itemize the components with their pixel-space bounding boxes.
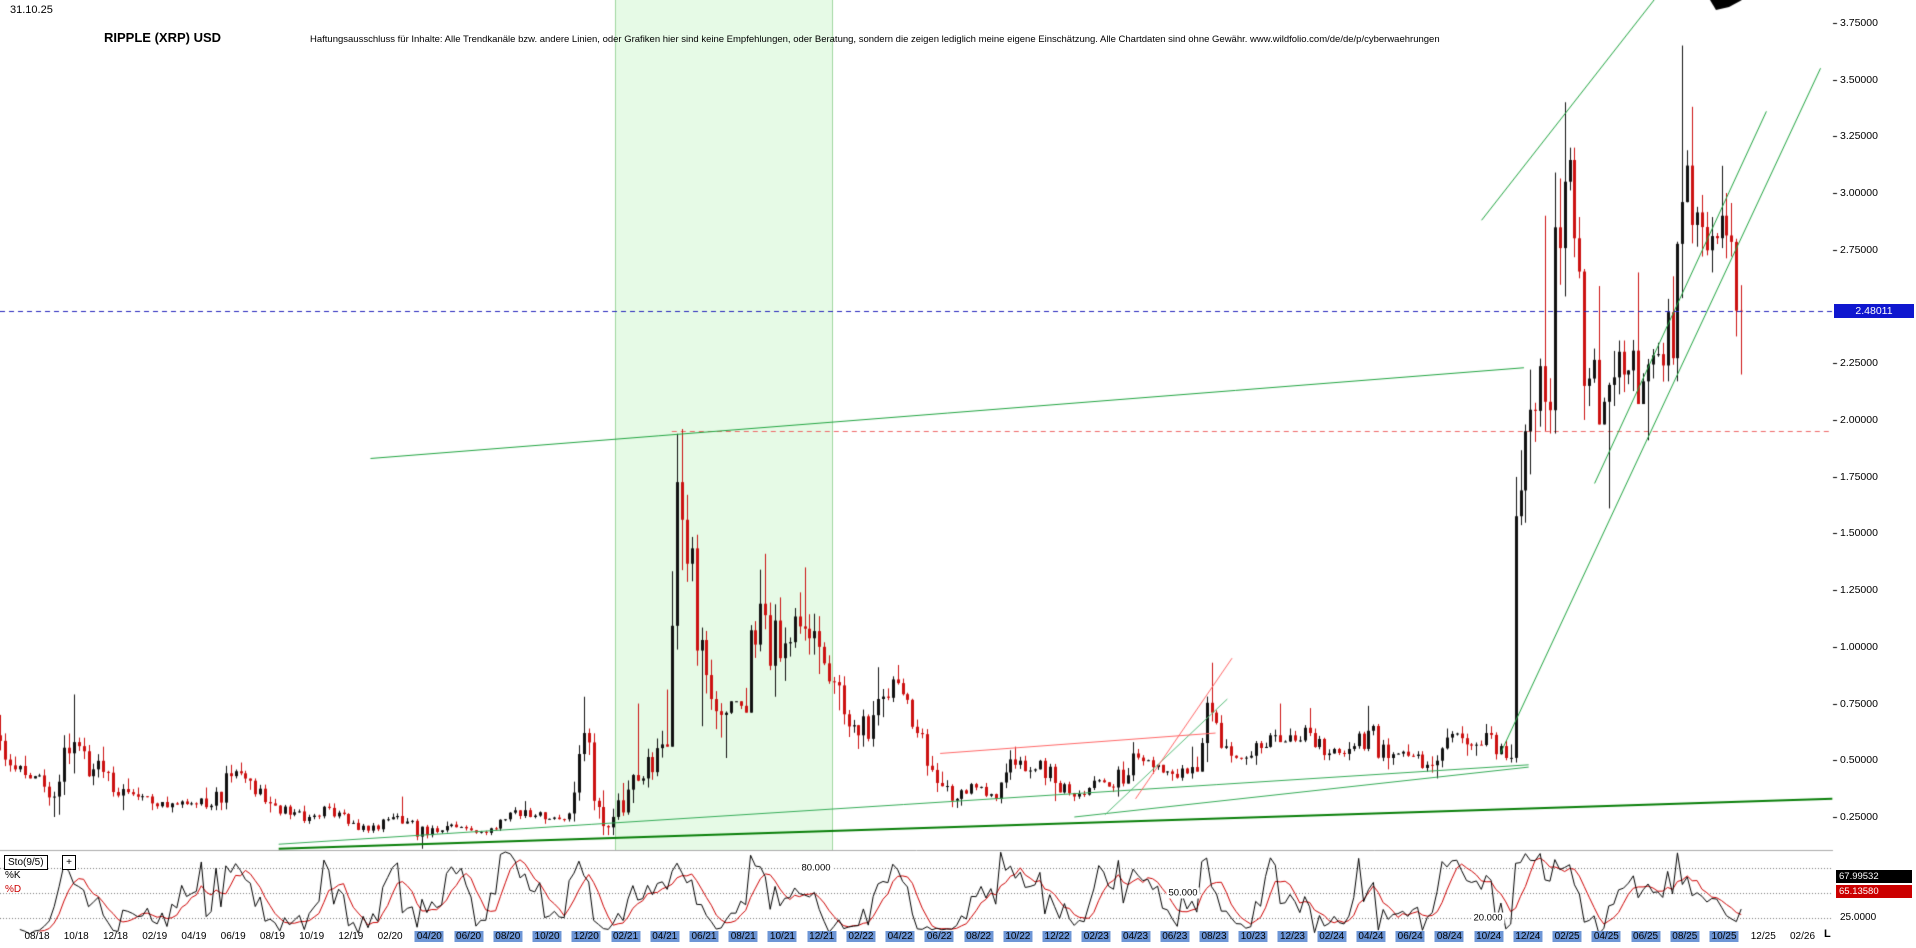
stoch-d-label: %D xyxy=(5,884,22,895)
price-axis-label: 0.25000 xyxy=(1840,811,1878,823)
x-axis-label: 10/25 xyxy=(1709,931,1739,942)
x-axis-label: 10/22 xyxy=(1003,931,1033,942)
x-axis-label: 06/19 xyxy=(220,931,246,942)
x-axis-label: 04/25 xyxy=(1591,931,1621,942)
x-axis-label: 04/21 xyxy=(650,931,680,942)
x-axis-label: 12/21 xyxy=(807,931,837,942)
price-axis-label: 1.25000 xyxy=(1840,584,1878,597)
x-axis-label: 02/24 xyxy=(1317,931,1347,942)
stoch-axis-label: 25.0000 xyxy=(1840,912,1877,923)
x-axis-label: 08/25 xyxy=(1670,931,1700,942)
price-axis-label: 3.25000 xyxy=(1840,130,1878,143)
x-axis-label: 12/22 xyxy=(1042,931,1072,942)
x-axis-label: 08/22 xyxy=(964,931,994,942)
corner-mark: L xyxy=(1824,928,1831,940)
x-axis-label: 08/18 xyxy=(24,931,50,942)
x-axis-label: 06/23 xyxy=(1160,931,1190,942)
x-axis-label: 10/21 xyxy=(767,931,797,942)
x-axis-label: 06/20 xyxy=(454,931,484,942)
x-axis-label: 12/18 xyxy=(102,931,128,942)
x-axis-label: 02/25 xyxy=(1552,931,1582,942)
price-axis-label: 3.50000 xyxy=(1840,73,1878,86)
x-axis-label: 02/22 xyxy=(846,931,876,942)
stoch-d-value-badge: 65.13580 xyxy=(1836,885,1912,898)
price-axis-label: 2.75000 xyxy=(1840,243,1878,256)
stoch-level-label: 50.000 xyxy=(1166,887,1200,899)
current-price-badge: 2.48011 xyxy=(1834,303,1914,318)
x-axis-label: 02/19 xyxy=(142,931,168,942)
x-axis-label: 04/23 xyxy=(1121,931,1151,942)
chart-title: RIPPLE (XRP) USD xyxy=(104,30,222,45)
indicator-settings-button[interactable]: Sto(9/5) xyxy=(4,855,48,870)
x-axis-label: 10/20 xyxy=(532,931,562,942)
price-axis-label: 0.75000 xyxy=(1840,697,1878,710)
add-indicator-button[interactable]: + xyxy=(62,855,76,870)
x-axis-label: 08/23 xyxy=(1199,931,1229,942)
x-axis-label: 06/21 xyxy=(689,931,719,942)
price-axis-label: 2.25000 xyxy=(1840,357,1878,370)
price-axis-label: 0.50000 xyxy=(1840,754,1878,767)
price-axis-label: 3.75000 xyxy=(1840,16,1878,29)
x-axis-label: 10/18 xyxy=(63,931,89,942)
x-axis-label: 08/19 xyxy=(259,931,285,942)
x-axis-label: 08/20 xyxy=(493,931,523,942)
x-axis-label: 10/23 xyxy=(1238,931,1268,942)
stoch-k-value-badge: 67.99532 xyxy=(1836,870,1912,883)
x-axis-label: 08/24 xyxy=(1434,931,1464,942)
x-axis-label: 08/21 xyxy=(728,931,758,942)
x-axis-label: 02/26 xyxy=(1789,931,1816,942)
x-axis-label: 06/25 xyxy=(1631,931,1661,942)
x-axis-label: 06/24 xyxy=(1395,931,1425,942)
price-axis-label: 2.00000 xyxy=(1840,413,1878,426)
x-axis-label: 04/24 xyxy=(1356,931,1386,942)
price-axis-label: 1.00000 xyxy=(1840,640,1878,653)
price-axis-label: 1.75000 xyxy=(1840,470,1878,483)
stoch-level-label: 20.000 xyxy=(1471,912,1505,924)
stoch-k-label: %K xyxy=(5,870,21,881)
x-axis-label: 12/19 xyxy=(338,931,364,942)
x-axis-label: 04/20 xyxy=(414,931,444,942)
x-axis-label: 04/19 xyxy=(181,931,207,942)
current-date-label: 31.10.25 xyxy=(10,4,53,16)
x-axis-label: 12/25 xyxy=(1750,931,1776,942)
stoch-level-label: 80.000 xyxy=(799,862,833,874)
x-axis-label: 02/23 xyxy=(1081,931,1111,942)
x-axis-label: 12/23 xyxy=(1277,931,1307,942)
x-axis-label: 02/21 xyxy=(610,931,641,942)
x-axis-label: 12/20 xyxy=(571,931,601,942)
x-axis-label: 02/20 xyxy=(377,931,403,942)
disclaimer-text: Haftungsausschluss für Inhalte: Alle Tre… xyxy=(310,34,1440,45)
price-axis-label: 3.00000 xyxy=(1840,187,1878,200)
price-axis-label: 1.50000 xyxy=(1840,527,1878,540)
x-axis-label: 04/22 xyxy=(885,931,915,942)
x-axis-label: 10/19 xyxy=(299,931,325,942)
x-axis-label: 12/24 xyxy=(1513,931,1543,942)
x-axis-label: 06/22 xyxy=(924,931,954,942)
x-axis-label: 10/24 xyxy=(1474,931,1504,942)
